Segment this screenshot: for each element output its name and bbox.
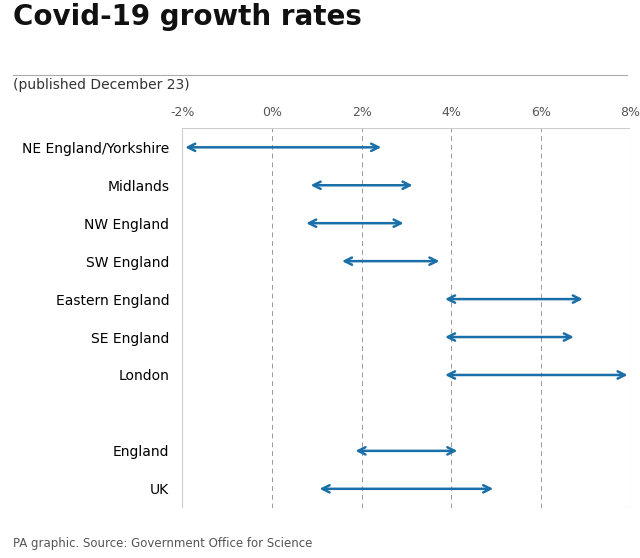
Text: PA graphic. Source: Government Office for Science: PA graphic. Source: Government Office fo… bbox=[13, 537, 312, 550]
Text: Covid-19 growth rates: Covid-19 growth rates bbox=[13, 3, 362, 31]
Text: (published December 23): (published December 23) bbox=[13, 78, 189, 92]
